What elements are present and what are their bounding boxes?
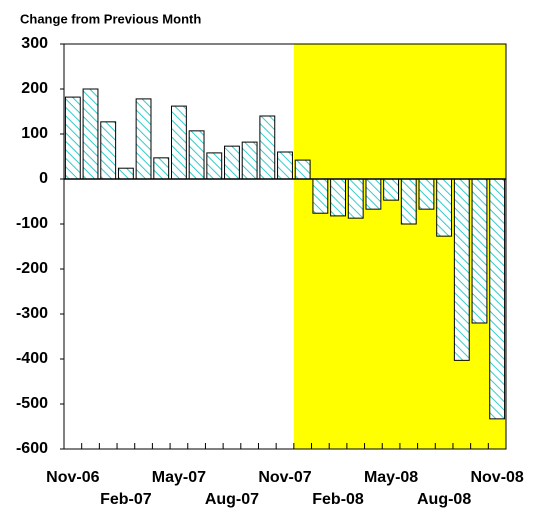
x-tick-label: Aug-08 [417, 491, 471, 508]
y-tick-label: -600 [16, 440, 48, 457]
x-tick-label: Nov-08 [470, 469, 523, 486]
shaded-region [293, 44, 506, 449]
y-tick-label: 0 [39, 170, 48, 187]
bar [294, 159, 311, 180]
bar [330, 178, 346, 217]
bar [117, 167, 134, 180]
y-tick-label: -200 [16, 260, 48, 277]
x-tick-label: May-08 [364, 469, 418, 486]
bar [170, 105, 187, 180]
plot-frame [63, 43, 507, 450]
x-tick-label: Feb-07 [100, 491, 152, 508]
bar [206, 152, 223, 180]
x-tick-label: Nov-06 [46, 469, 99, 486]
chart-title: Change from Previous Month [20, 11, 201, 26]
bar [347, 178, 364, 219]
y-tick-label: 300 [21, 35, 48, 52]
x-tick-label: Feb-08 [312, 491, 364, 508]
y-tick-label: 200 [21, 80, 48, 97]
bar [383, 178, 400, 201]
bar [82, 88, 99, 180]
y-tick-label: -500 [16, 395, 48, 412]
bar [471, 178, 488, 324]
bar [153, 157, 170, 180]
y-tick-label: -400 [16, 350, 48, 367]
bar [277, 151, 293, 180]
bar [259, 115, 276, 180]
bar [436, 178, 453, 237]
y-tick-label: -100 [16, 215, 48, 232]
x-tick-label: Aug-07 [205, 491, 259, 508]
x-tick-label: May-07 [152, 469, 206, 486]
bar [418, 178, 435, 210]
bar [312, 178, 329, 214]
bar [100, 121, 117, 180]
y-tick-label: -300 [16, 305, 48, 322]
bar [135, 98, 152, 180]
bar [224, 145, 240, 180]
bar [188, 130, 205, 180]
x-tick-label: Nov-07 [258, 469, 311, 486]
bar [453, 178, 470, 361]
bar [489, 178, 506, 420]
bar [241, 141, 258, 180]
bar [64, 96, 81, 180]
bar [400, 178, 417, 225]
y-tick-label: 100 [21, 125, 48, 142]
bar [365, 178, 382, 210]
